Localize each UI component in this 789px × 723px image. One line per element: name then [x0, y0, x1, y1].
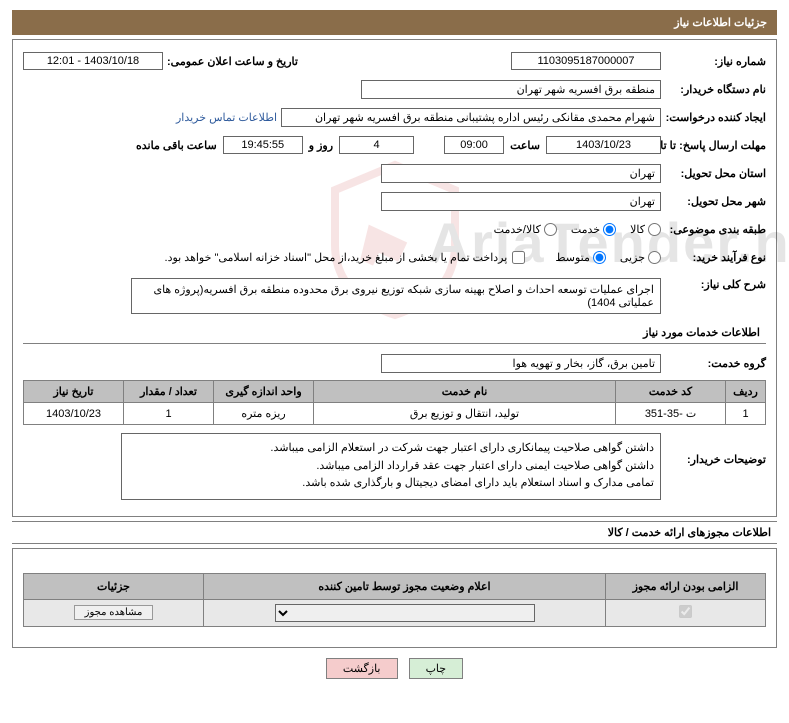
td-code: ت -35-351 [616, 403, 726, 425]
subject-class-label: طبقه بندی موضوعی: [661, 223, 766, 236]
table-row: 1 ت -35-351 تولید، انتقال و توزیع برق ری… [24, 403, 766, 425]
services-table: ردیف کد خدمت نام خدمت واحد اندازه گیری ت… [23, 380, 766, 425]
th-details: جزئیات [24, 573, 204, 599]
main-panel: AriaTender.net شماره نیاز: 1103095187000… [12, 39, 777, 517]
th-mandatory: الزامی بودن ارائه مجوز [606, 573, 766, 599]
remain-label: ساعت باقی مانده [136, 139, 217, 152]
th-row: ردیف [726, 381, 766, 403]
footer-buttons: چاپ بازگشت [0, 658, 789, 679]
back-button[interactable]: بازگشت [326, 658, 398, 679]
treasury-checkbox[interactable] [512, 251, 525, 264]
th-code: کد خدمت [616, 381, 726, 403]
province-label: استان محل تحویل: [661, 167, 766, 180]
td-qty: 1 [124, 403, 214, 425]
need-no-label: شماره نیاز: [661, 55, 766, 68]
note-line-3: تمامی مدارک و اسناد استعلام باید دارای ا… [128, 475, 654, 493]
purchase-radio-group: جزیی متوسط [555, 251, 661, 264]
subject-radio-group: کالا خدمت کالا/خدمت [494, 223, 661, 236]
mandatory-checkbox [679, 605, 692, 618]
th-unit: واحد اندازه گیری [214, 381, 314, 403]
note-line-2: داشتن گواهی صلاحیت ایمنی دارای اعتبار جه… [128, 458, 654, 476]
page-header: جزئیات اطلاعات نیاز [12, 10, 777, 35]
status-select[interactable] [275, 604, 535, 622]
need-desc-label: شرح کلی نیاز: [661, 278, 766, 291]
remain-days: 4 [339, 136, 414, 154]
radio-service-label: خدمت [571, 223, 600, 236]
radio-both[interactable] [544, 223, 557, 236]
view-license-button[interactable]: مشاهده مجوز [74, 605, 154, 620]
city-value: تهران [381, 192, 661, 211]
deadline-date: 1403/10/23 [546, 136, 661, 154]
th-qty: تعداد / مقدار [124, 381, 214, 403]
td-date: 1403/10/23 [24, 403, 124, 425]
buyer-org-value: منطقه برق افسریه شهر تهران [361, 80, 661, 99]
announce-label: تاریخ و ساعت اعلان عمومی: [163, 55, 298, 68]
th-date: تاریخ نیاز [24, 381, 124, 403]
deadline-label: مهلت ارسال پاسخ: تا تاریخ: [661, 139, 766, 152]
td-name: تولید، انتقال و توزیع برق [314, 403, 616, 425]
th-status: اعلام وضعیت مجوز توسط تامین کننده [204, 573, 606, 599]
province-value: تهران [381, 164, 661, 183]
deadline-time: 09:00 [444, 136, 504, 154]
contact-link[interactable]: اطلاعات تماس خریدار [176, 111, 277, 124]
buyer-notes-box: داشتن گواهی صلاحیت پیمانکاری دارای اعتبا… [121, 433, 661, 500]
services-section-header: اطلاعات خدمات مورد نیاز [23, 322, 766, 344]
licenses-section-header: اطلاعات مجوزهای ارائه خدمت / کالا [12, 521, 777, 544]
th-name: نام خدمت [314, 381, 616, 403]
licenses-table: الزامی بودن ارائه مجوز اعلام وضعیت مجوز … [23, 573, 766, 627]
day-and-label: روز و [309, 139, 333, 152]
radio-goods-label: کالا [630, 223, 645, 236]
treasury-label: پرداخت تمام یا بخشی از مبلغ خرید،از محل … [165, 251, 508, 264]
requester-value: شهرام محمدی مقانکی رئیس اداره پشتیبانی م… [281, 108, 661, 127]
td-unit: ریزه متره [214, 403, 314, 425]
announce-value: 1403/10/18 - 12:01 [23, 52, 163, 70]
radio-medium-label: متوسط [555, 251, 590, 264]
td-idx: 1 [726, 403, 766, 425]
radio-partial[interactable] [648, 251, 661, 264]
radio-medium[interactable] [593, 251, 606, 264]
radio-both-label: کالا/خدمت [494, 223, 541, 236]
radio-goods[interactable] [648, 223, 661, 236]
license-row: مشاهده مجوز [24, 599, 766, 626]
print-button[interactable]: چاپ [409, 658, 464, 679]
buyer-org-label: نام دستگاه خریدار: [661, 83, 766, 96]
license-panel: الزامی بودن ارائه مجوز اعلام وضعیت مجوز … [12, 548, 777, 648]
remain-time: 19:45:55 [223, 136, 303, 154]
need-no-value: 1103095187000007 [511, 52, 661, 70]
buyer-notes-label: توضیحات خریدار: [661, 433, 766, 466]
city-label: شهر محل تحویل: [661, 195, 766, 208]
radio-service[interactable] [603, 223, 616, 236]
purchase-type-label: نوع فرآیند خرید: [661, 251, 766, 264]
service-group-label: گروه خدمت: [661, 357, 766, 370]
hour-label: ساعت [510, 139, 540, 152]
radio-partial-label: جزیی [620, 251, 645, 264]
need-desc-value: اجرای عملیات توسعه احداث و اصلاح بهینه س… [131, 278, 661, 314]
service-group-value: تامین برق، گاز، بخار و تهویه هوا [381, 354, 661, 373]
note-line-1: داشتن گواهی صلاحیت پیمانکاری دارای اعتبا… [128, 440, 654, 458]
requester-label: ایجاد کننده درخواست: [661, 111, 766, 124]
